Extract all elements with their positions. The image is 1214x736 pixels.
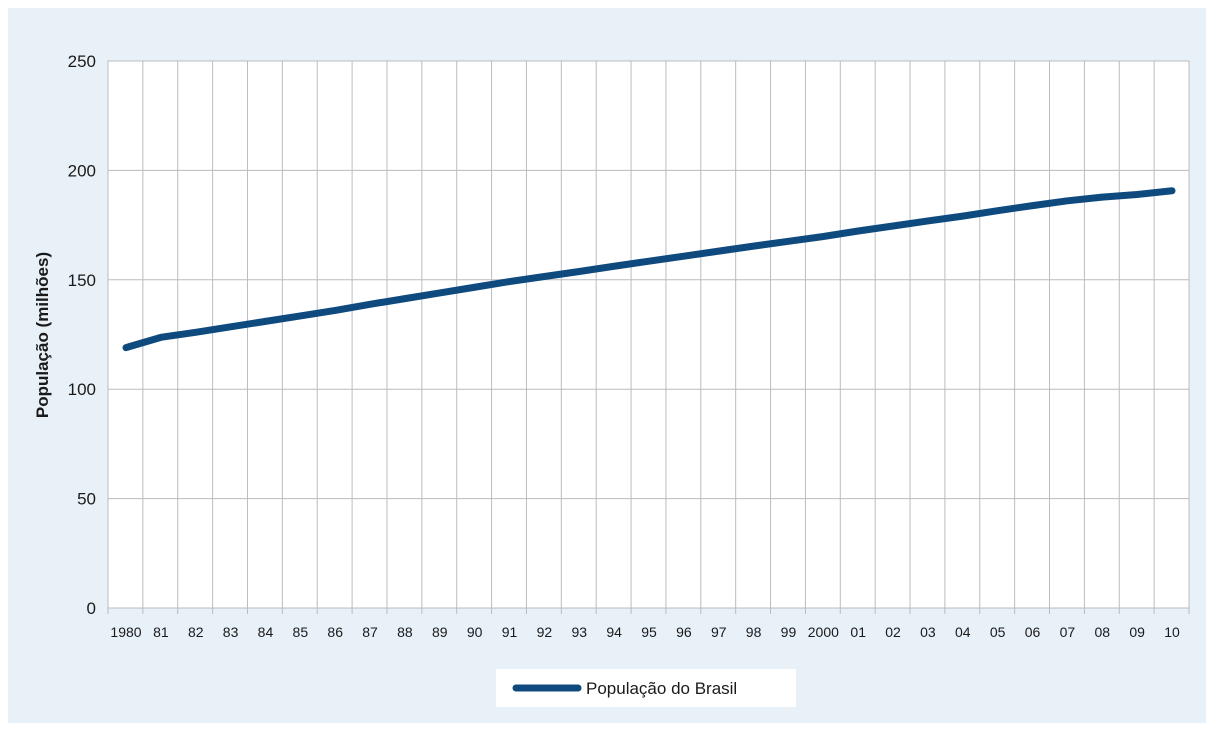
- series-line: [122, 187, 1176, 352]
- x-tick-label: 89: [432, 624, 448, 640]
- x-tick-label: 94: [606, 624, 622, 640]
- x-tick-label: 09: [1129, 624, 1145, 640]
- x-tick-label: 05: [990, 624, 1006, 640]
- x-tick-label: 1980: [110, 624, 141, 640]
- y-tick-label: 200: [68, 161, 96, 180]
- x-tick-label: 82: [188, 624, 204, 640]
- x-tick-label: 83: [223, 624, 239, 640]
- x-tick-label: 2000: [808, 624, 839, 640]
- x-tick-label: 04: [955, 624, 971, 640]
- x-tick-label: 84: [258, 624, 274, 640]
- x-tick-label: 99: [781, 624, 797, 640]
- x-tick-label: 87: [362, 624, 378, 640]
- y-tick-label: 50: [77, 490, 96, 509]
- y-axis-tick-labels: 0 50 100 150 200 250: [68, 52, 96, 618]
- x-tick-label: 85: [293, 624, 309, 640]
- x-tick-label: 08: [1094, 624, 1110, 640]
- x-tick-label: 03: [920, 624, 936, 640]
- gridlines: [107, 60, 1190, 614]
- x-tick-label: 88: [397, 624, 413, 640]
- x-tick-label: 06: [1025, 624, 1041, 640]
- y-tick-label: 150: [68, 271, 96, 290]
- x-tick-label: 90: [467, 624, 483, 640]
- x-tick-label: 86: [327, 624, 343, 640]
- x-tick-label: 92: [537, 624, 553, 640]
- x-tick-label: 81: [153, 624, 169, 640]
- x-axis-tick-labels: 1980 81 82 83 84 85 86 87 88 89 90 91 92 93 94 95 96 97 98…: [110, 624, 1180, 640]
- x-tick-label: 07: [1060, 624, 1076, 640]
- y-axis-label: População (milhões): [33, 252, 52, 418]
- y-tick-label: 100: [68, 380, 96, 399]
- plot-area: [107, 60, 1190, 609]
- x-tick-label: 93: [571, 624, 587, 640]
- data-series: [122, 187, 1176, 352]
- x-tick-label: 01: [850, 624, 866, 640]
- x-tick-label: 91: [502, 624, 518, 640]
- x-tick-label: 02: [885, 624, 901, 640]
- legend-entry-label: População do Brasil: [586, 679, 737, 698]
- x-tick-label: 95: [641, 624, 657, 640]
- legend: População do Brasil: [496, 669, 796, 707]
- x-tick-label: 96: [676, 624, 692, 640]
- x-tick-label: 10: [1164, 624, 1180, 640]
- y-tick-label: 0: [87, 599, 96, 618]
- x-tick-label: 97: [711, 624, 727, 640]
- y-tick-label: 250: [68, 52, 96, 71]
- x-tick-label: 98: [746, 624, 762, 640]
